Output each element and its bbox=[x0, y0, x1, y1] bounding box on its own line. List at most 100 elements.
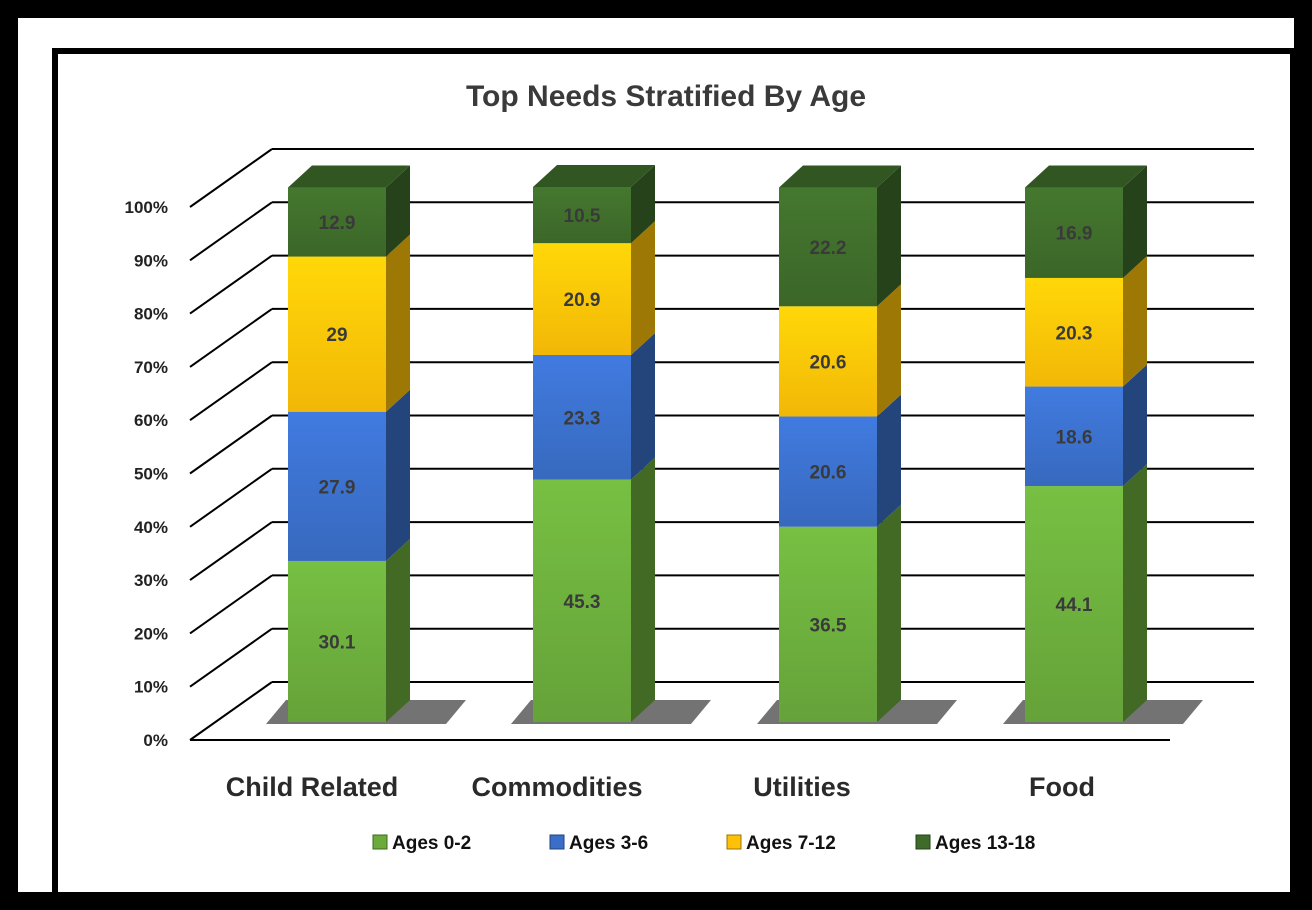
chart-title: Top Needs Stratified By Age bbox=[466, 80, 866, 113]
bar-segment: 12.9 bbox=[288, 165, 410, 257]
bar-top bbox=[533, 165, 655, 187]
bar bbox=[288, 187, 386, 257]
bar bbox=[1025, 277, 1123, 387]
bar-side bbox=[1123, 255, 1147, 387]
data-label: 36.5 bbox=[810, 615, 847, 636]
data-label: 20.6 bbox=[810, 463, 847, 484]
bar bbox=[779, 187, 877, 307]
data-label: 22.2 bbox=[810, 238, 847, 259]
bar-side bbox=[631, 165, 655, 244]
y-tick-label: 40% bbox=[134, 518, 168, 537]
data-label: 44.1 bbox=[1056, 595, 1093, 616]
bar bbox=[779, 306, 877, 417]
bar-side bbox=[631, 221, 655, 355]
y-tick-label: 10% bbox=[134, 678, 168, 697]
gridline-wall bbox=[189, 308, 273, 368]
gridline-wall bbox=[189, 627, 273, 688]
y-tick-label: 60% bbox=[134, 411, 168, 430]
y-tick-label: 100% bbox=[125, 198, 168, 217]
gridline-wall bbox=[189, 254, 273, 315]
gridline-wall bbox=[189, 574, 273, 635]
bar-side bbox=[1123, 364, 1147, 487]
bar-side bbox=[631, 457, 655, 722]
bar-segment: 10.5 bbox=[533, 165, 655, 244]
bar-side bbox=[877, 394, 901, 527]
bar bbox=[533, 187, 631, 244]
bar-top bbox=[779, 165, 901, 188]
bar bbox=[533, 354, 631, 480]
bar-segment: 23.3 bbox=[533, 332, 655, 480]
legend-label: Ages 13-18 bbox=[935, 833, 1035, 854]
data-label: 29 bbox=[326, 325, 347, 346]
bar-side bbox=[1123, 464, 1147, 722]
bar-side bbox=[877, 165, 901, 307]
data-label: 23.3 bbox=[564, 408, 601, 429]
bar-side bbox=[877, 284, 901, 417]
data-label: 20.9 bbox=[564, 290, 601, 311]
legend-label: Ages 7-12 bbox=[746, 833, 836, 854]
data-label: 12.9 bbox=[319, 213, 356, 234]
legend-swatch bbox=[549, 834, 565, 850]
y-tick-label: 30% bbox=[134, 571, 168, 590]
legend-swatch bbox=[372, 834, 388, 850]
bar-side bbox=[877, 504, 901, 722]
y-tick-label: 90% bbox=[134, 251, 168, 270]
bar-segment: 20.6 bbox=[779, 284, 901, 417]
bar-side bbox=[631, 332, 655, 480]
bar-stack-utilities: 36.5 20.6 20.6 22.2 bbox=[757, 165, 957, 724]
y-tick-label: 0% bbox=[143, 731, 168, 750]
gridline-wall bbox=[189, 414, 273, 475]
y-tick-label: 50% bbox=[134, 465, 168, 484]
y-tick-label: 70% bbox=[134, 358, 168, 377]
bar-segment: 16.9 bbox=[1025, 165, 1147, 278]
bar-segment: 18.6 bbox=[1025, 364, 1147, 487]
gridline-wall bbox=[189, 467, 273, 528]
data-label: 45.3 bbox=[564, 592, 601, 613]
bar-stack-commodities: 45.3 23.3 20.9 10.5 bbox=[511, 165, 711, 724]
gridline-wall bbox=[189, 201, 273, 262]
bar-segment: 22.2 bbox=[779, 165, 901, 307]
bar-side bbox=[386, 165, 410, 257]
bar bbox=[288, 256, 386, 412]
data-label: 16.9 bbox=[1056, 224, 1093, 245]
bar bbox=[533, 479, 631, 722]
bar-stack-child-related: 30.1 27.9 29 12.9 bbox=[266, 165, 466, 724]
bar-top bbox=[1025, 165, 1147, 188]
bar-segment: 44.1 bbox=[1025, 464, 1147, 722]
bar-segment: 20.3 bbox=[1025, 255, 1147, 387]
category-label: Child Related bbox=[226, 772, 399, 802]
bar bbox=[1025, 386, 1123, 487]
bar bbox=[1025, 486, 1123, 722]
bar bbox=[779, 416, 877, 527]
bar-segment: 45.3 bbox=[533, 457, 655, 722]
legend-item: Ages 0-2 bbox=[372, 833, 471, 854]
bar-side bbox=[1123, 165, 1147, 278]
bar-segment: 29 bbox=[288, 234, 410, 412]
legend-label: Ages 0-2 bbox=[392, 833, 471, 854]
data-label: 20.3 bbox=[1056, 323, 1093, 344]
bar-segment: 20.9 bbox=[533, 221, 655, 355]
data-label: 18.6 bbox=[1056, 427, 1093, 448]
bar-stack-food: 44.1 18.6 20.3 16.9 bbox=[1003, 165, 1203, 724]
legend-item: Ages 7-12 bbox=[726, 833, 836, 854]
data-label: 30.1 bbox=[319, 632, 356, 653]
bar bbox=[288, 411, 386, 561]
bar-segment: 36.5 bbox=[779, 504, 901, 722]
bar bbox=[779, 526, 877, 722]
bar-segment: 27.9 bbox=[288, 389, 410, 561]
gridline-wall bbox=[189, 521, 273, 581]
gridline-wall bbox=[189, 148, 273, 208]
bar-side bbox=[386, 389, 410, 561]
y-tick-label: 20% bbox=[134, 624, 168, 643]
legend-swatch bbox=[726, 834, 742, 850]
bar-segment: 30.1 bbox=[288, 538, 410, 722]
data-label: 20.6 bbox=[810, 352, 847, 373]
bar-side bbox=[386, 538, 410, 722]
gridline-wall bbox=[189, 361, 273, 422]
legend-item: Ages 13-18 bbox=[915, 833, 1035, 854]
legend-label: Ages 3-6 bbox=[569, 833, 648, 854]
bar-segment: 20.6 bbox=[779, 394, 901, 527]
y-tick-label: 80% bbox=[134, 305, 168, 324]
bar bbox=[288, 560, 386, 722]
